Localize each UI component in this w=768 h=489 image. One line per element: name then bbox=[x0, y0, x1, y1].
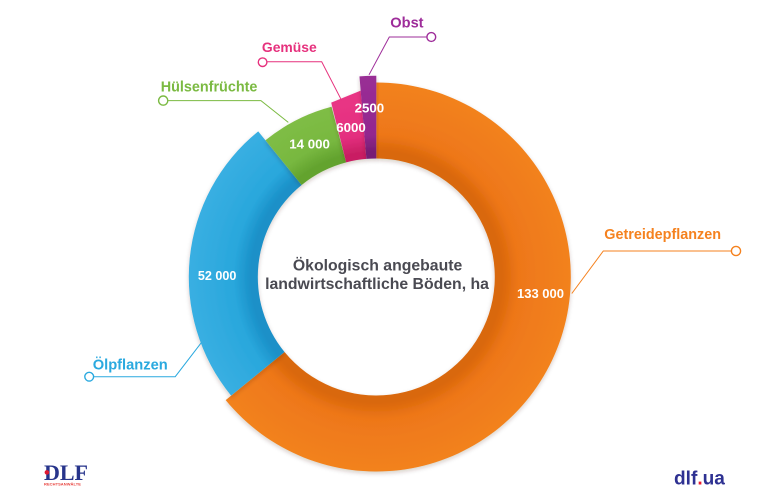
svg-text:2500: 2500 bbox=[355, 101, 385, 116]
svg-text:Obst: Obst bbox=[390, 15, 423, 31]
svg-text:52 000: 52 000 bbox=[198, 269, 237, 283]
svg-text:Ökologisch angebaute: Ökologisch angebaute bbox=[293, 255, 463, 274]
svg-text:DLF: DLF bbox=[44, 460, 88, 485]
svg-text:RECHTSANWÄLTE: RECHTSANWÄLTE bbox=[44, 482, 81, 487]
svg-text:133 000: 133 000 bbox=[517, 286, 564, 301]
svg-text:Ölpflanzen: Ölpflanzen bbox=[93, 356, 168, 373]
svg-text:Getreidepflanzen: Getreidepflanzen bbox=[604, 227, 721, 243]
svg-text:6000: 6000 bbox=[336, 120, 366, 135]
svg-text:Gemüse: Gemüse bbox=[262, 39, 317, 55]
svg-text:Hülsenfrüchte: Hülsenfrüchte bbox=[161, 80, 258, 96]
svg-text:dlf.ua: dlf.ua bbox=[674, 469, 725, 489]
svg-text:landwirtschaftliche Böden, ha: landwirtschaftliche Böden, ha bbox=[265, 276, 489, 293]
svg-text:14 000: 14 000 bbox=[289, 137, 330, 152]
